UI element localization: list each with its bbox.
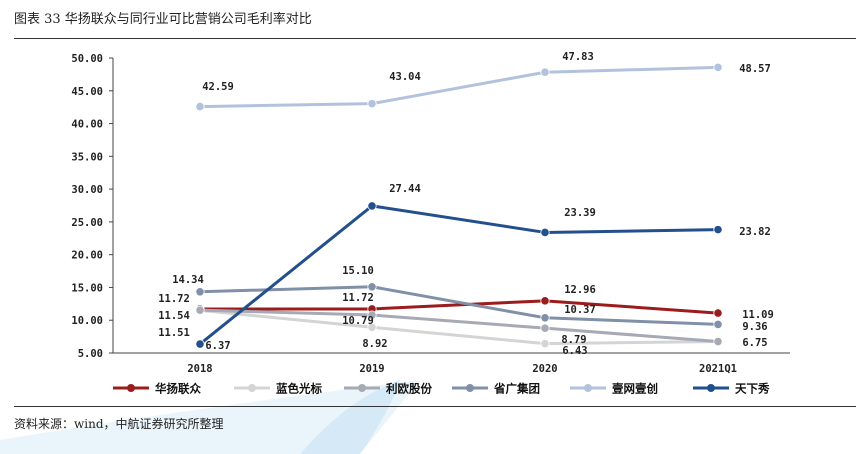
data-point xyxy=(195,305,205,315)
legend-label: 天下秀 xyxy=(735,382,770,396)
legend-swatch-marker xyxy=(707,384,715,392)
data-point xyxy=(367,322,377,332)
data-label: 11.54 xyxy=(158,310,190,322)
data-point xyxy=(540,313,550,323)
y-tick-label: 25.00 xyxy=(71,217,103,229)
x-tick-label: 2018 xyxy=(187,363,212,375)
data-point xyxy=(367,201,377,211)
data-point xyxy=(367,310,377,320)
series-line-壹网壹创 xyxy=(199,65,719,109)
data-label: 10.79 xyxy=(342,315,374,327)
source-note: 资料来源：wind，中航证券研究所整理 xyxy=(14,417,224,431)
data-label: 23.82 xyxy=(739,226,771,238)
data-label: 11.09 xyxy=(742,309,774,321)
y-tick-label: 45.00 xyxy=(71,86,103,98)
legend-label: 华扬联众 xyxy=(155,382,201,396)
data-label: 8.79 xyxy=(561,334,586,346)
data-point xyxy=(713,225,723,235)
legend-label: 壹网壹创 xyxy=(612,382,658,396)
data-point xyxy=(195,287,205,297)
y-tick-label: 10.00 xyxy=(71,315,103,327)
data-label: 47.83 xyxy=(562,51,594,63)
data-label: 15.10 xyxy=(342,265,374,277)
data-label: 11.51 xyxy=(158,327,190,339)
series-line-省广集团 xyxy=(199,285,719,326)
legend-swatch-marker xyxy=(358,384,366,392)
data-label: 10.37 xyxy=(564,304,596,316)
legend-swatch-marker xyxy=(584,384,592,392)
data-label: 23.39 xyxy=(564,207,596,219)
y-tick-label: 50.00 xyxy=(71,53,103,65)
data-label: 6.37 xyxy=(205,340,230,352)
data-point xyxy=(713,62,723,72)
data-point xyxy=(540,227,550,238)
data-label: 27.44 xyxy=(389,183,421,195)
x-tick-label: 2019 xyxy=(359,363,384,375)
series-line-利欧股份 xyxy=(199,308,719,344)
data-point xyxy=(713,319,723,330)
legend-swatch-marker xyxy=(466,384,474,392)
legend-label: 蓝色光标 xyxy=(276,382,322,396)
legend-swatch-marker xyxy=(248,384,256,392)
y-tick-label: 30.00 xyxy=(71,184,103,196)
data-label: 6.75 xyxy=(742,337,767,349)
data-label: 14.34 xyxy=(172,274,204,286)
data-label: 48.57 xyxy=(739,63,771,75)
series-line-华扬联众 xyxy=(200,299,719,315)
data-point xyxy=(713,336,723,347)
figure-title: 图表 33 华扬联众与同行业可比营销公司毛利率对比 xyxy=(14,12,312,27)
series-line-蓝色光标 xyxy=(199,308,719,346)
data-point xyxy=(195,101,205,112)
data-point xyxy=(540,67,550,77)
data-point xyxy=(540,296,550,306)
data-label: 12.96 xyxy=(564,284,596,296)
y-tick-label: 40.00 xyxy=(71,119,103,131)
data-label: 11.72 xyxy=(158,293,190,305)
data-label: 43.04 xyxy=(389,71,421,83)
data-point xyxy=(367,282,377,292)
x-tick-label: 2020 xyxy=(532,363,557,375)
series-line-天下秀 xyxy=(199,204,719,346)
legend-label: 利欧股份 xyxy=(385,382,432,396)
y-tick-label: 35.00 xyxy=(71,151,103,163)
legend-swatch-marker xyxy=(127,384,135,392)
data-label: 11.72 xyxy=(342,292,374,304)
data-label: 8.92 xyxy=(362,338,387,350)
data-point xyxy=(540,339,550,349)
data-label: 42.59 xyxy=(202,81,234,93)
y-tick-label: 5.00 xyxy=(78,348,103,360)
y-tick-label: 15.00 xyxy=(71,282,103,294)
data-point xyxy=(540,323,550,333)
data-point xyxy=(195,339,205,349)
top-rule xyxy=(14,38,856,39)
y-tick-label: 20.00 xyxy=(71,250,103,262)
bottom-rule xyxy=(14,406,856,407)
data-point xyxy=(713,308,723,318)
legend-label: 省广集团 xyxy=(493,382,540,396)
data-label: 9.36 xyxy=(742,321,767,333)
data-label: 6.43 xyxy=(562,345,587,357)
data-point xyxy=(367,99,377,109)
x-tick-label: 2021Q1 xyxy=(699,363,737,375)
